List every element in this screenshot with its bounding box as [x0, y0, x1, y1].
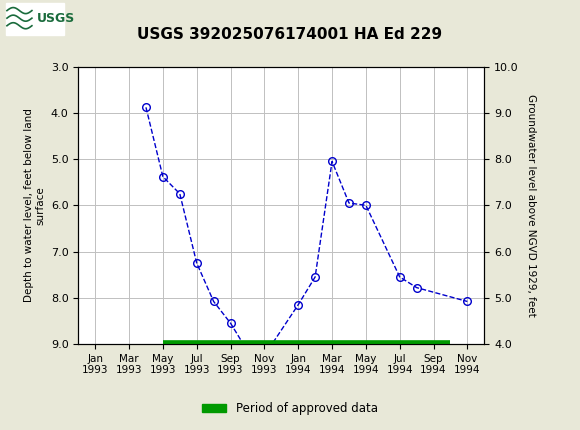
- Y-axis label: Groundwater level above NGVD 1929, feet: Groundwater level above NGVD 1929, feet: [525, 94, 535, 317]
- Y-axis label: Depth to water level, feet below land
surface: Depth to water level, feet below land su…: [24, 108, 45, 302]
- Legend: Period of approved data: Period of approved data: [198, 397, 382, 420]
- FancyBboxPatch shape: [6, 3, 64, 35]
- Text: USGS: USGS: [37, 12, 75, 25]
- Text: USGS 392025076174001 HA Ed 229: USGS 392025076174001 HA Ed 229: [137, 27, 443, 42]
